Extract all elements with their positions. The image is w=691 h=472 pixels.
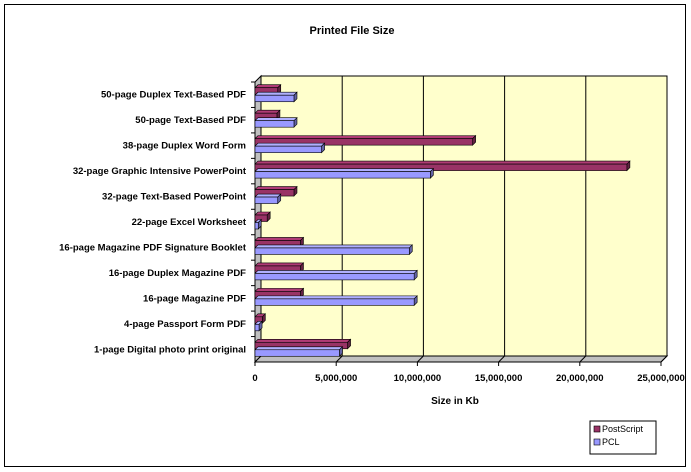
bar-pcl [254, 171, 431, 179]
bar-pcl [254, 222, 259, 230]
bar-pcl-top [254, 244, 414, 249]
bar-postscript-top [254, 160, 631, 165]
x-tick-label: 20,000,000 [556, 373, 604, 384]
category-label: 4-page Passport Form PDF [124, 319, 246, 330]
category-label: 32-page Graphic Intensive PowerPoint [73, 166, 247, 177]
category-label: 16-page Duplex Magazine PDF [109, 268, 246, 279]
bar-postscript-top [254, 186, 298, 190]
bar-postscript [254, 138, 473, 146]
category-label: 1-page Digital photo print original [94, 344, 246, 355]
category-label: 32-page Text-Based PowerPoint [102, 192, 247, 203]
bar-pcl-top [254, 270, 418, 274]
bar-pcl [254, 94, 295, 103]
bar-postscript-top [254, 262, 305, 267]
x-tick-label: 25,000,000 [637, 373, 685, 384]
bar-pcl [254, 298, 415, 306]
plot-area: 0 5,000,000 10,000,000 15,000,000 20,000,000… [59, 74, 685, 384]
bar-postscript-top [254, 237, 305, 241]
gridline-floor [660, 355, 668, 363]
legend: PostScript PCL [589, 420, 657, 455]
bar-postscript-top [254, 135, 477, 139]
x-tick-label: 5,000,000 [315, 373, 357, 384]
x-tick-label: 15,000,000 [475, 373, 523, 384]
bar-postscript-top [254, 288, 305, 292]
legend-swatch-pcl [593, 438, 601, 446]
category-label: 16-page Magazine PDF Signature Booklet [59, 242, 247, 253]
category-label: 50-page Duplex Text-Based PDF [101, 90, 246, 101]
bar-pcl [254, 349, 340, 357]
x-tick-label: 10,000,000 [394, 373, 442, 384]
chart-title: Printed File Size [310, 25, 395, 37]
plot-floor [253, 355, 669, 363]
bar-pcl [254, 273, 415, 281]
bar-pcl-top [254, 142, 326, 147]
plot-back-wall [260, 75, 668, 357]
legend-label-pcl: PCL [602, 437, 620, 447]
bar-pcl-top [254, 346, 344, 351]
bar-postscript-top [254, 338, 352, 343]
bar-pcl [254, 120, 295, 128]
legend-swatch-postscript [593, 425, 601, 433]
bar-pcl-top [254, 168, 435, 172]
bar-postscript [254, 163, 628, 171]
bar-pcl-top [254, 91, 298, 96]
bar-pcl [254, 247, 410, 255]
category-label: 50-page Text-Based PDF [135, 115, 246, 126]
x-axis-title: Size in Kb [431, 396, 479, 407]
gridline-floor [579, 355, 587, 363]
bar-postscript-top [254, 84, 282, 89]
x-tick-label: 0 [252, 373, 257, 384]
gridline-floor [335, 355, 343, 363]
bar-pcl [254, 196, 279, 204]
gridline-floor [498, 355, 505, 363]
bar-pcl [254, 145, 322, 153]
legend-label-postscript: PostScript [602, 424, 644, 434]
bar-postscript-top [254, 109, 281, 114]
bar-pcl-top [254, 295, 418, 300]
bar-pcl-top [254, 193, 282, 198]
gridline-floor [417, 355, 424, 363]
category-label: 22-page Excel Worksheet [132, 217, 247, 228]
legend-box [589, 420, 657, 455]
bar-pcl-top [254, 117, 298, 121]
bar-pcl [254, 324, 260, 332]
category-label: 38-page Duplex Word Form [123, 141, 246, 152]
category-label: 16-page Magazine PDF [143, 293, 246, 304]
